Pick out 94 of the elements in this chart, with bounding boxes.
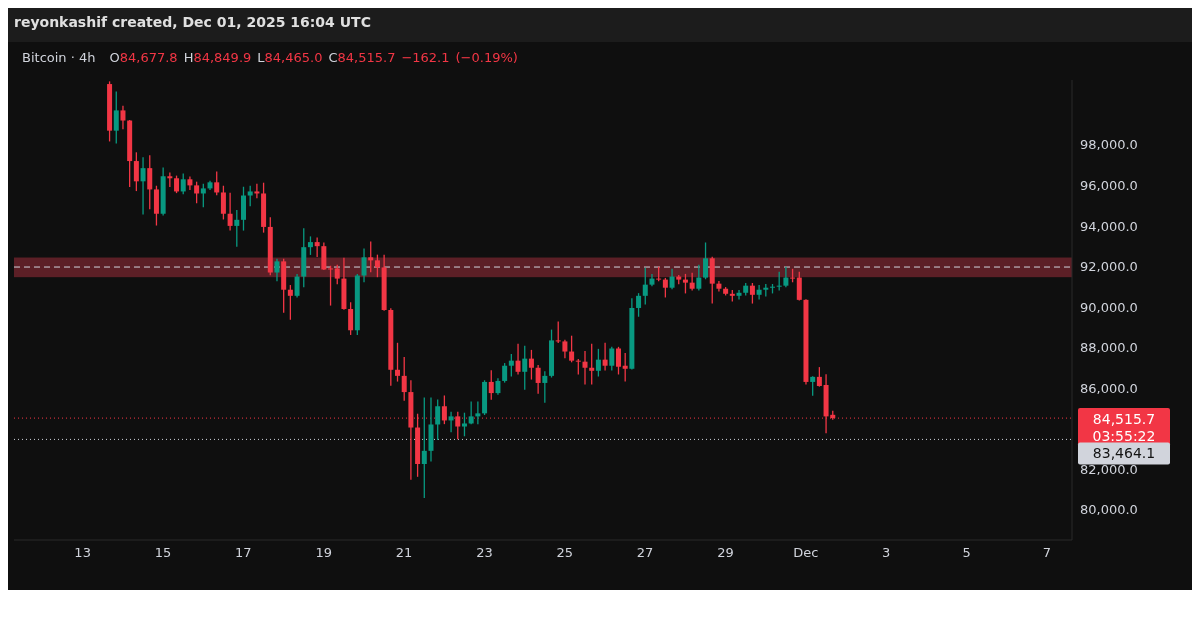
x-tick-label: 21 — [395, 545, 413, 561]
y-tick-label: 82,000.0 — [1080, 461, 1138, 477]
y-tick-label: 98,000.0 — [1080, 137, 1138, 153]
candlestick — [502, 363, 508, 383]
candlestick — [348, 302, 354, 335]
text: reyonkashif created, Dec 01, 2025 16:04 UTC — [8, 8, 1192, 42]
candlestick — [234, 210, 240, 247]
candlestick — [595, 348, 601, 377]
candlestick — [401, 356, 407, 401]
candlestick — [689, 272, 695, 291]
candlestick — [669, 268, 675, 290]
candlestick — [696, 264, 702, 291]
candlestick — [395, 342, 401, 382]
candlestick — [796, 271, 802, 301]
y-tick-label: 90,000.0 — [1080, 299, 1138, 315]
candlestick — [515, 343, 521, 375]
candlestick — [247, 185, 253, 207]
candlestick — [113, 91, 119, 144]
candlestick — [636, 293, 642, 317]
y-tick-label: 96,000.0 — [1080, 177, 1138, 193]
candlestick — [441, 395, 447, 425]
x-tick-label: 17 — [235, 545, 252, 561]
candlestick — [194, 181, 200, 204]
candlestick — [615, 346, 621, 375]
candlestick — [682, 273, 688, 294]
candlestick — [147, 155, 153, 210]
ref-line-label: 83,464.1 — [1092, 445, 1156, 462]
x-tick-label: 13 — [74, 545, 91, 561]
candlestick — [328, 265, 334, 306]
candlestick — [756, 285, 762, 300]
candlestick — [816, 367, 822, 387]
chart-title: Bitcoin · 4h — [22, 50, 96, 65]
candlestick — [287, 285, 293, 320]
candlestick — [374, 254, 380, 278]
candlestick — [314, 237, 320, 257]
candlestick — [133, 152, 139, 192]
x-tick-label: 5 — [962, 545, 971, 561]
y-tick-label: 80,000.0 — [1080, 502, 1138, 518]
candlestick — [448, 411, 454, 433]
x-tick-label: Dec — [793, 545, 819, 561]
candlestick — [749, 283, 755, 304]
candlestick — [555, 321, 561, 344]
candlestick — [421, 397, 427, 499]
candlestick — [200, 183, 206, 208]
candlestick — [642, 267, 648, 305]
y-tick-label: 88,000.0 — [1080, 340, 1138, 356]
candlestick — [703, 242, 709, 280]
candlestick — [522, 345, 528, 390]
candlestick — [361, 248, 367, 283]
x-tick-label: 3 — [882, 545, 891, 561]
candlestick — [140, 157, 146, 215]
y-tick-label: 92,000.0 — [1080, 259, 1138, 275]
candlestick — [368, 241, 374, 273]
candlestick — [274, 258, 280, 282]
ref-line-label: 84,515.7 — [1092, 411, 1156, 428]
y-tick-label: 86,000.0 — [1080, 380, 1138, 396]
text: 03:55:22 — [1092, 428, 1156, 445]
x-tick-label: 15 — [154, 545, 172, 561]
candlestick — [508, 353, 514, 377]
candlestick — [220, 185, 226, 220]
candlestick — [475, 401, 481, 425]
candlestick — [609, 346, 615, 371]
candlestick — [622, 352, 628, 382]
candlestick — [589, 343, 595, 385]
candlestick — [321, 242, 327, 271]
x-tick-label: 27 — [636, 545, 654, 561]
candlestick — [334, 264, 340, 285]
candlestick — [569, 335, 575, 363]
candlestick — [254, 183, 260, 199]
x-tick-label: 19 — [315, 545, 332, 561]
candlestick — [528, 349, 534, 380]
candlestick — [180, 173, 186, 195]
candlestick — [294, 273, 300, 298]
candlestick — [602, 342, 608, 371]
x-tick-label: 25 — [556, 545, 574, 561]
x-tick-label: 7 — [1042, 545, 1052, 561]
candlestick — [810, 376, 816, 396]
candlestick — [582, 350, 588, 385]
candlestick — [468, 401, 474, 425]
candlestick — [488, 370, 494, 400]
x-tick-label: 29 — [717, 545, 734, 561]
candlestick — [542, 371, 548, 403]
candlestick — [227, 192, 233, 231]
candlestick — [461, 412, 467, 437]
candlestick — [214, 171, 220, 196]
x-tick-label: 23 — [476, 545, 493, 561]
text: O84,677.8 H84,849.9 L84,465.0 C84,515.7 −162.1 (−0.19%) — [109, 50, 518, 65]
candlestick — [662, 277, 668, 298]
candlestick — [435, 399, 441, 441]
candlestick — [120, 105, 126, 130]
y-tick-label: 94,000.0 — [1080, 218, 1138, 234]
candlestick — [736, 290, 742, 300]
candlestick — [783, 266, 789, 288]
candlestick — [535, 365, 541, 394]
